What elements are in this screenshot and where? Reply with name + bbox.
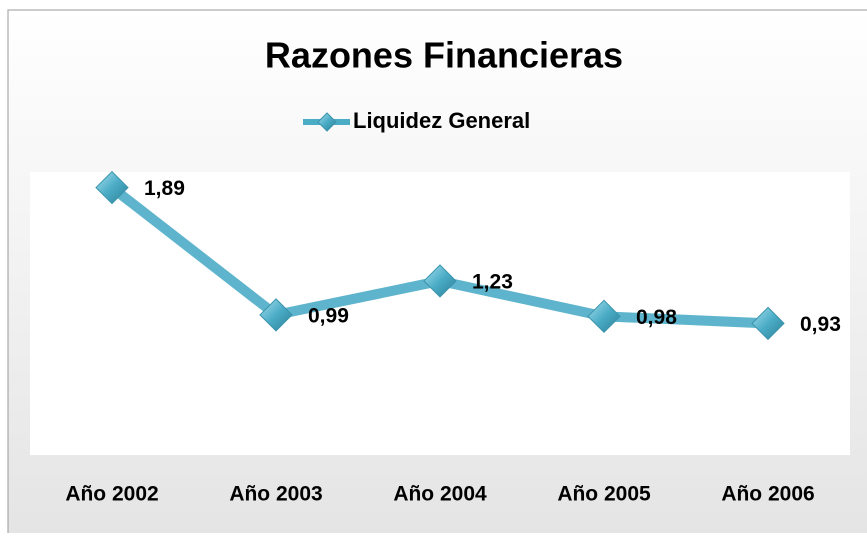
data-point <box>423 264 457 298</box>
legend-marker <box>317 112 337 132</box>
plot-area <box>30 172 850 455</box>
data-label: 0,99 <box>308 304 349 327</box>
chart-title: Razones Financieras <box>265 35 623 76</box>
legend-label: Liquidez General <box>353 108 530 133</box>
data-point <box>259 298 293 332</box>
x-tick-label: Año 2002 <box>65 483 158 506</box>
data-label: 0,93 <box>800 313 841 336</box>
x-tick-label: Año 2006 <box>721 483 814 506</box>
data-label: 1,23 <box>472 271 513 294</box>
data-point <box>95 170 129 205</box>
x-tick-label: Año 2005 <box>557 483 651 506</box>
data-label: 0,98 <box>636 306 677 329</box>
data-label: 1,89 <box>144 177 185 200</box>
x-tick-label: Año 2004 <box>393 483 487 506</box>
data-point <box>587 299 621 334</box>
data-point <box>751 306 785 341</box>
x-tick-label: Año 2003 <box>229 483 322 506</box>
